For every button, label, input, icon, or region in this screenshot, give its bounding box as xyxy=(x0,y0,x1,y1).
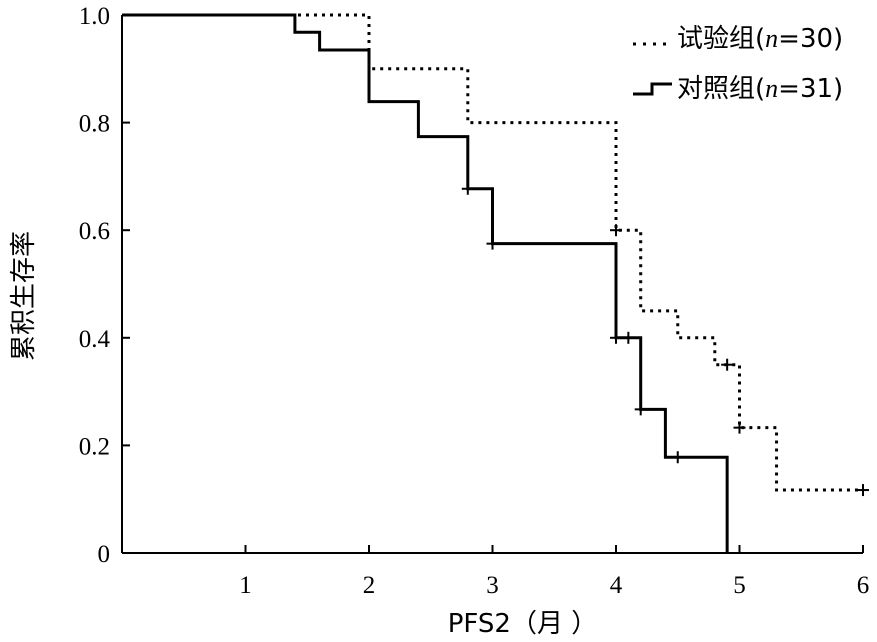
axes: 1 2 3 4 5 6 0 0.2 0.4 0.6 0.8 1.0 xyxy=(79,3,870,599)
x-tick-label: 3 xyxy=(486,572,499,599)
x-axis-title: PFS2（月 ） xyxy=(448,609,598,639)
y-tick-label: 1.0 xyxy=(79,3,110,30)
x-tick-label: 1 xyxy=(239,572,252,599)
x-ticks: 1 2 3 4 5 6 xyxy=(239,545,869,599)
y-tick-label: 0.8 xyxy=(79,111,110,138)
y-tick-label: 0.6 xyxy=(79,218,110,245)
legend-label: 对照组(n=31) xyxy=(677,74,843,104)
legend-label: 试验组(n=30) xyxy=(677,24,843,54)
y-tick-label: 0.2 xyxy=(79,433,110,460)
plot-area xyxy=(122,13,869,553)
y-tick-label: 0 xyxy=(98,541,111,568)
y-ticks: 0 0.2 0.4 0.6 0.8 1.0 xyxy=(79,3,130,568)
y-tick-label: 0.4 xyxy=(79,326,111,353)
legend-swatch-control xyxy=(633,82,672,96)
x-tick-label: 5 xyxy=(733,572,746,599)
series-line-control xyxy=(122,13,729,553)
x-tick-label: 6 xyxy=(857,572,870,599)
x-tick-label: 2 xyxy=(363,572,376,599)
legend: 试验组(n=30) 对照组(n=31) xyxy=(633,24,843,104)
y-axis-title: 累积生存率 xyxy=(9,231,39,361)
series-line-experimental xyxy=(122,13,863,492)
x-tick-label: 4 xyxy=(610,572,623,599)
